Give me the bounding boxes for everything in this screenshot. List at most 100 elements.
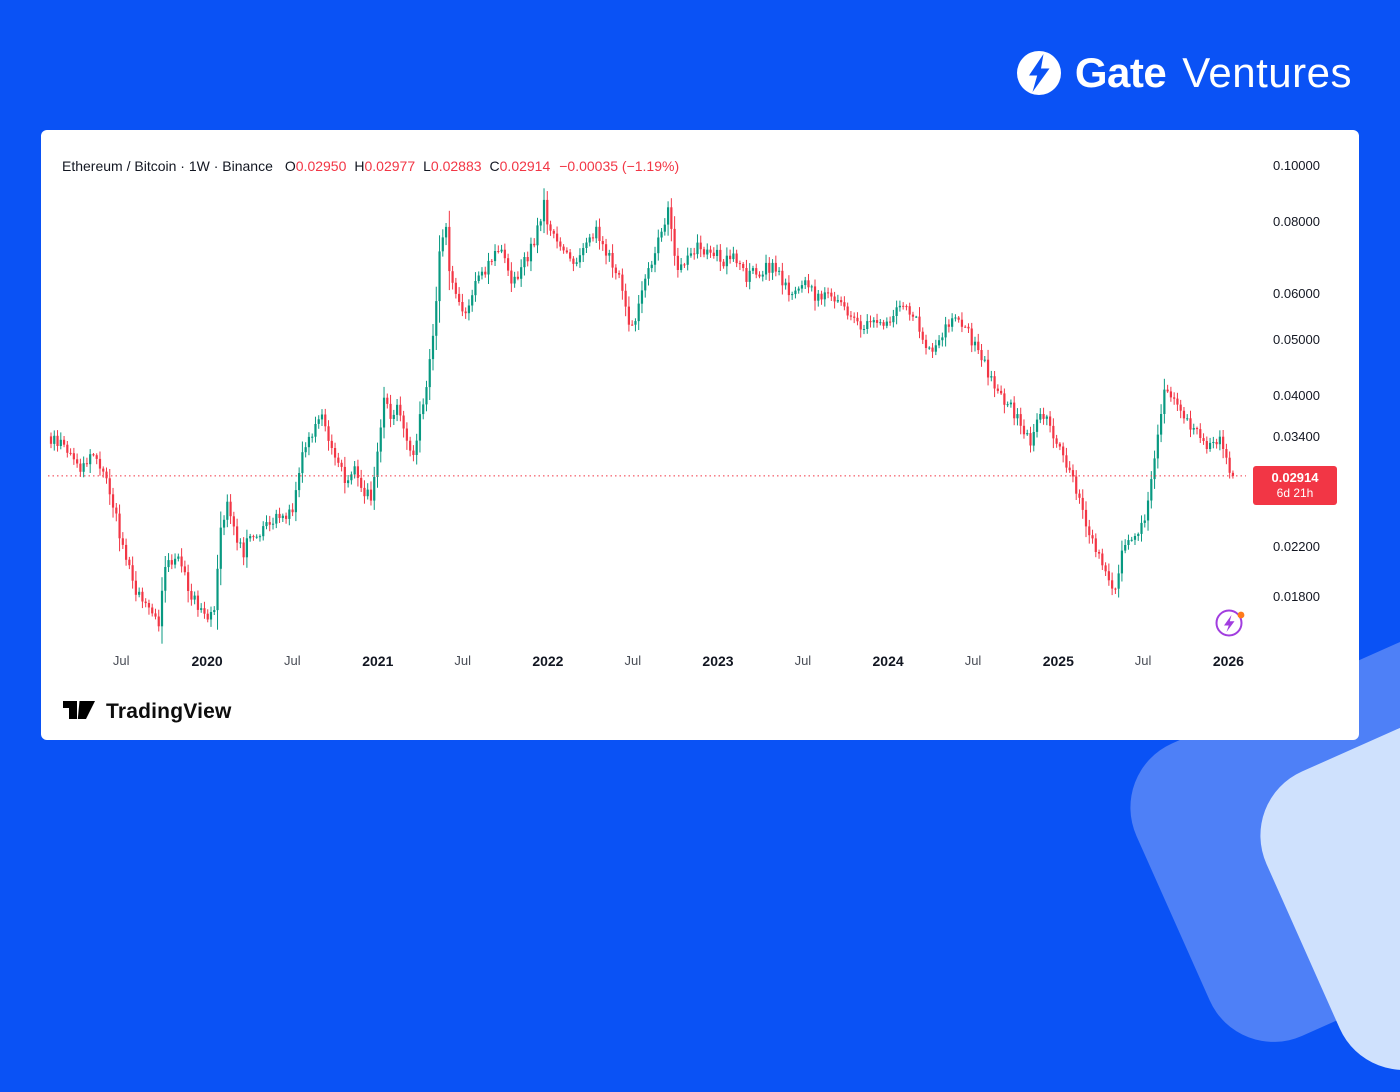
time-axis-year-label: 2023 (702, 653, 734, 669)
candle (1042, 414, 1045, 419)
candle (190, 591, 193, 600)
candle (1081, 497, 1084, 510)
candle (902, 305, 905, 307)
candle (307, 436, 311, 448)
candle (288, 509, 291, 519)
brand-name-regular: Ventures (1182, 49, 1352, 96)
candle (92, 454, 95, 456)
candle (875, 320, 879, 323)
candle (213, 610, 216, 612)
candle (304, 447, 307, 453)
candle (680, 264, 683, 270)
candle (164, 567, 167, 591)
candle (817, 293, 820, 301)
candle (591, 237, 595, 239)
candle (405, 428, 408, 441)
candle (187, 572, 190, 591)
candle (676, 255, 679, 270)
candle (1022, 425, 1026, 435)
time-axis-month-label: Jul (624, 653, 642, 668)
time-axis-month-label: Jul (1134, 653, 1152, 668)
candle (1019, 414, 1022, 426)
candle (497, 251, 500, 252)
candle (624, 290, 627, 307)
candle (1127, 540, 1130, 545)
candle (275, 513, 278, 524)
candle (255, 536, 258, 538)
candle (461, 302, 464, 312)
candle (944, 324, 947, 338)
candle (853, 316, 856, 318)
low-label: L (423, 158, 431, 174)
candle (1104, 565, 1107, 572)
candle (53, 435, 56, 444)
candle (196, 595, 200, 610)
candle (683, 264, 686, 266)
candle (219, 527, 222, 569)
candle (689, 253, 693, 256)
time-axis[interactable]: Jul 2020 Jul 2021 Jul 2022 Jul 2023 Jul 2024 Jul 20… (41, 652, 1251, 674)
candle (748, 270, 751, 282)
candlestick-chart[interactable] (41, 130, 1251, 740)
candle (732, 253, 735, 260)
candle (542, 199, 546, 222)
candle (650, 264, 653, 269)
tradingview-logo-link[interactable]: TradingView (62, 696, 232, 727)
candle (203, 608, 206, 614)
candle (761, 274, 764, 277)
candle (507, 258, 510, 271)
candle (693, 253, 696, 255)
candle (569, 252, 572, 259)
lightning-ideas-button[interactable] (1213, 606, 1247, 640)
candle (614, 267, 617, 274)
candle (794, 290, 797, 295)
candle (366, 489, 369, 497)
candle (915, 316, 918, 318)
candle (755, 268, 758, 275)
candle (830, 292, 833, 297)
candle (565, 250, 568, 253)
candle (967, 326, 970, 329)
page: { "brand": { "name_bold": "Gate", "name_… (41, 49, 1400, 1092)
chart-legend: Ethereum / Bitcoin · 1W · Binance O0.0295… (62, 158, 679, 174)
candle (1166, 389, 1169, 392)
price-axis-label: 0.08000 (1273, 214, 1320, 230)
candle (294, 490, 297, 513)
candle (193, 595, 196, 600)
gate-ventures-logo: Gate Ventures (1016, 50, 1352, 96)
candle (1075, 476, 1078, 494)
candle (820, 293, 823, 300)
candle (431, 335, 435, 360)
candle (807, 280, 810, 288)
candle (76, 459, 79, 464)
candle (425, 387, 428, 405)
candle (327, 426, 330, 441)
price-axis[interactable]: 0.10000 0.08000 0.06000 0.05000 0.04000 0.034… (1273, 130, 1359, 740)
time-axis-year-label: 2024 (872, 653, 904, 669)
candle (1228, 457, 1231, 473)
candle (954, 317, 957, 319)
candle (892, 316, 895, 323)
candle (157, 616, 160, 627)
candle (490, 260, 493, 262)
close-value: 0.02914 (499, 158, 551, 174)
candle (451, 271, 454, 283)
high-value: 0.02977 (364, 158, 416, 174)
candle (846, 306, 849, 316)
candle (471, 295, 474, 306)
candle (317, 419, 320, 424)
candle (1195, 428, 1199, 430)
candle (369, 489, 373, 501)
candle (206, 613, 209, 620)
price-axis-label: 0.02200 (1273, 538, 1320, 554)
price-badge-countdown: 6d 21h (1276, 485, 1314, 500)
candle (79, 463, 82, 472)
candle (428, 359, 431, 388)
candle (856, 317, 859, 322)
candle (1078, 493, 1081, 498)
candle (924, 339, 928, 348)
candle (232, 516, 235, 527)
candle (774, 262, 777, 272)
candle (487, 260, 490, 275)
candle (921, 331, 924, 340)
